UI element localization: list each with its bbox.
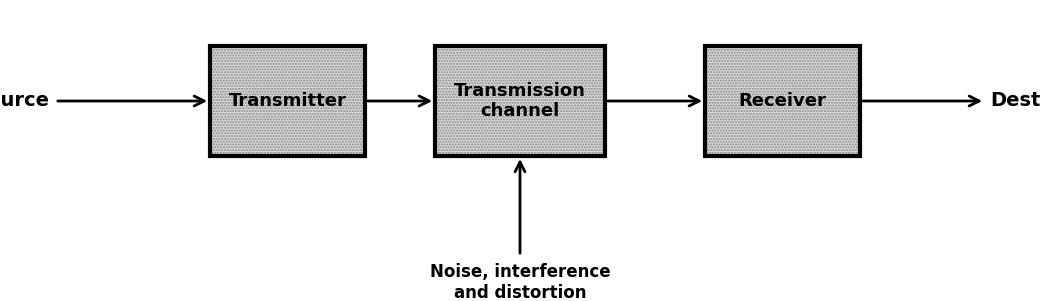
Text: Transmission
channel: Transmission channel [454,82,586,120]
Text: Source: Source [0,92,50,110]
Text: Destination: Destination [990,92,1040,110]
Text: Transmitter: Transmitter [229,92,346,110]
Bar [435,46,605,156]
Bar [210,46,365,156]
Text: Receiver: Receiver [738,92,827,110]
Bar [210,46,365,156]
Bar [705,46,860,156]
Bar [435,46,605,156]
Bar [435,46,605,156]
Bar [210,46,365,156]
Text: Noise, interference
and distortion: Noise, interference and distortion [430,263,610,301]
Bar [705,46,860,156]
Bar [705,46,860,156]
